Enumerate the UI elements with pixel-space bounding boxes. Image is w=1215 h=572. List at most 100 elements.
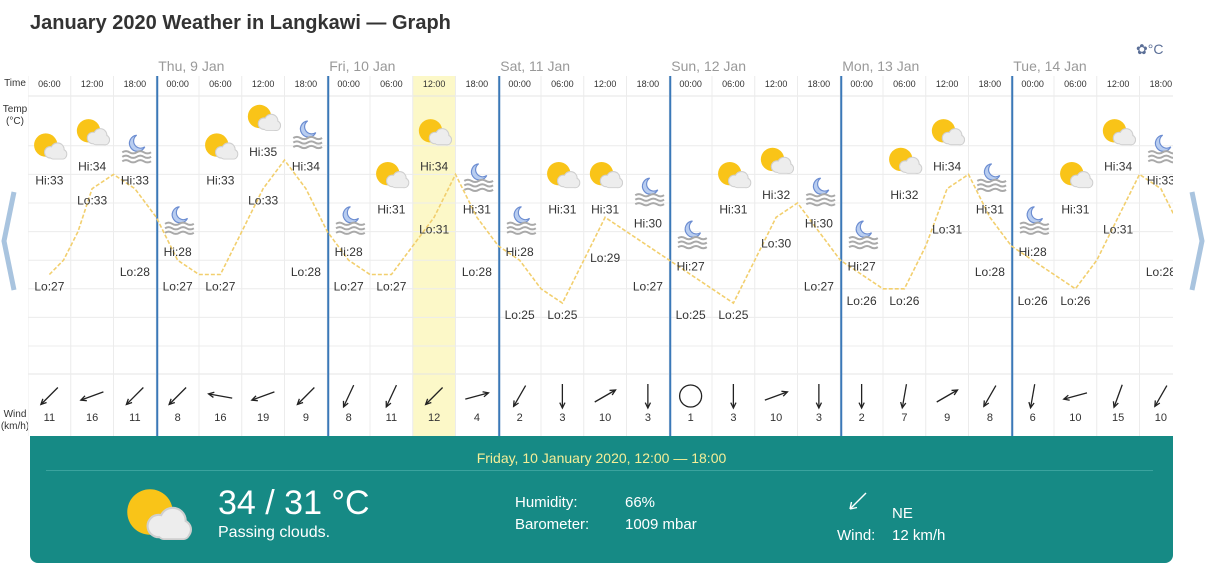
time-label: 18:00: [979, 79, 1002, 89]
passing-clouds-icon: [376, 162, 410, 189]
time-label: 12:00: [423, 79, 446, 89]
wind-speed-label: 11: [44, 412, 55, 424]
wind-arrow-icon: [385, 384, 398, 408]
y-tick-label: 34: [9, 170, 21, 181]
wind-speed-label: 10: [1069, 412, 1081, 424]
wind-arrow-head-icon: [1062, 394, 1070, 401]
lo-label: Lo:26: [847, 294, 877, 308]
wind-arrow-head-icon: [296, 398, 304, 406]
wind-speed-label: 2: [517, 412, 523, 424]
lo-label: Lo:27: [633, 280, 663, 294]
time-label: 18:00: [466, 79, 489, 89]
wind-arrow-icon: [764, 391, 788, 401]
wind-arrow-icon: [983, 385, 997, 407]
hi-label: Hi:31: [591, 202, 619, 216]
hi-label: Hi:31: [719, 202, 747, 216]
prev-button[interactable]: [0, 190, 18, 292]
wind-arrow-head-icon: [1154, 400, 1161, 408]
fog-night-icon: [1147, 134, 1173, 164]
wind-arrow-head-icon: [609, 389, 617, 396]
y-tick-label: 28: [9, 256, 21, 267]
hi-label: Hi:30: [805, 217, 833, 231]
passing-clouds-icon: [889, 147, 923, 174]
units-label[interactable]: °C: [1147, 41, 1164, 57]
units-toggle[interactable]: ✿°C: [1136, 41, 1163, 58]
humidity-label: Humidity:: [515, 494, 578, 511]
fog-night-icon: [335, 205, 366, 235]
hi-label: Hi:28: [164, 245, 192, 259]
wind-arrow-head-icon: [730, 402, 737, 410]
wind-arrow-icon: [465, 392, 489, 400]
hi-label: Hi:34: [420, 159, 448, 173]
lo-label: Lo:28: [291, 265, 321, 279]
temp-axis-label-line1: Temp: [2, 104, 28, 115]
wind-arrow-head-icon: [983, 400, 990, 408]
time-label: 00:00: [679, 79, 702, 89]
day-label: Sat, 11 Jan: [500, 58, 570, 74]
barometer-value: 1009 mbar: [625, 516, 697, 533]
time-label: 00:00: [850, 79, 873, 89]
y-tick-label: 26: [9, 285, 21, 296]
fog-night-icon: [463, 162, 495, 193]
wind-arrow-head-icon: [385, 400, 392, 409]
lo-label: Lo:25: [676, 308, 706, 322]
time-row-label: Time: [4, 78, 26, 89]
wind-arrow-head-icon: [1028, 401, 1035, 410]
lo-label: Lo:27: [163, 280, 193, 294]
wind-arrow-icon: [901, 384, 908, 408]
wind-speed: 12 km/h: [892, 527, 946, 544]
wind-speed-label: 15: [1112, 412, 1124, 424]
hi-label: Hi:31: [377, 202, 405, 216]
hi-label: Hi:34: [292, 159, 320, 173]
wind-arrow-head-icon: [125, 398, 133, 406]
wind-arrow-head-icon: [424, 398, 432, 406]
fog-night-icon: [506, 205, 537, 235]
wind-speed-label: 2: [859, 412, 865, 424]
passing-clouds-icon: [34, 133, 68, 160]
wind-arrow-head-icon: [951, 389, 959, 396]
fog-night-icon: [292, 119, 324, 150]
wind-speed-label: 3: [730, 412, 736, 424]
detail-temperature: 34 / 31 °C: [218, 484, 370, 522]
hi-label: Hi:30: [634, 217, 662, 231]
wind-arrow-head-icon: [168, 398, 176, 406]
hi-label: Hi:28: [506, 245, 534, 259]
lo-label: Lo:31: [419, 222, 449, 236]
passing-clouds-icon: [547, 162, 581, 189]
next-button[interactable]: [1188, 190, 1206, 292]
lo-label: Lo:33: [248, 194, 278, 208]
wind-arrow-icon: [251, 391, 275, 401]
wind-speed-label: 16: [214, 412, 226, 424]
wind-arrow-head-icon: [79, 395, 87, 402]
time-label: 12:00: [1107, 79, 1130, 89]
lo-label: Lo:29: [590, 251, 620, 265]
hi-label: Hi:31: [1061, 202, 1089, 216]
chevron-right-icon[interactable]: [1188, 190, 1206, 292]
chevron-left-icon[interactable]: [0, 190, 18, 292]
gear-icon[interactable]: ✿: [1136, 41, 1148, 57]
wind-arrow-icon: [125, 387, 144, 405]
wind-speed-label: 16: [86, 412, 98, 424]
passing-clouds-icon: [931, 119, 966, 146]
hi-label: Hi:33: [121, 174, 149, 188]
fog-night-icon: [848, 220, 879, 250]
time-label: 18:00: [1150, 79, 1173, 89]
temperature-line: [48, 158, 1173, 305]
time-label: 00:00: [1021, 79, 1044, 89]
passing-clouds-icon: [127, 489, 192, 540]
time-label: 12:00: [81, 79, 104, 89]
wind-direction: NE: [892, 505, 913, 522]
time-label: 18:00: [295, 79, 318, 89]
hi-label: Hi:27: [677, 260, 705, 274]
day-label: Fri, 10 Jan: [329, 58, 395, 74]
hi-label: Hi:28: [1019, 245, 1047, 259]
lo-label: Lo:28: [1146, 265, 1176, 279]
day-label: Mon, 13 Jan: [842, 58, 919, 74]
y-tick-label: 32: [9, 199, 21, 210]
wind-arrow-head-icon: [512, 400, 519, 408]
hi-label: Hi:31: [463, 202, 491, 216]
wind-arrow-head-icon: [644, 402, 652, 410]
lo-label: Lo:26: [1018, 294, 1048, 308]
lo-label: Lo:30: [761, 237, 791, 251]
wind-speed-label: 19: [257, 412, 269, 424]
